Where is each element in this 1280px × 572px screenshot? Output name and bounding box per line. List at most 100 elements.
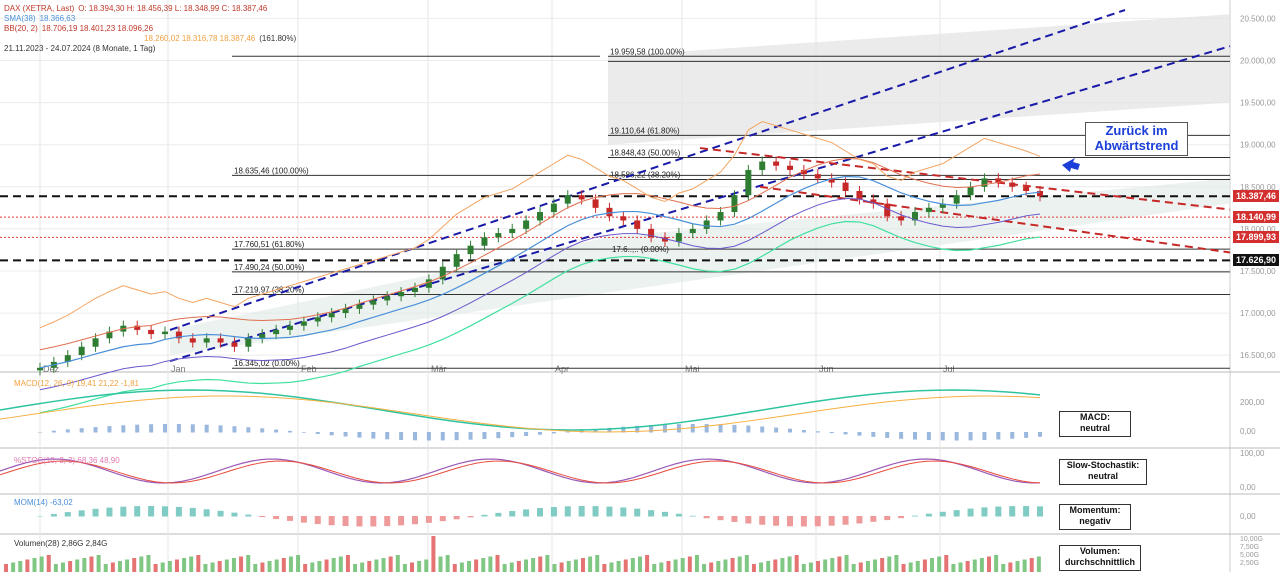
- vol-bar-78: [559, 562, 564, 572]
- candle-body-26: [398, 292, 405, 297]
- candle-body-69: [995, 178, 1002, 183]
- vol-bar-138: [987, 556, 992, 572]
- vol-bar-90: [645, 555, 650, 572]
- vol-bar-104: [744, 555, 749, 572]
- vol-bar-105: [751, 564, 756, 572]
- vol-bar-69: [495, 555, 500, 572]
- candle-body-39: [578, 195, 585, 200]
- macd-bar-26: [399, 432, 404, 440]
- mom-bar-54: [787, 516, 793, 527]
- candle-body-38: [564, 195, 571, 204]
- mom-bar-31: [467, 516, 474, 518]
- vol-bar-41: [296, 555, 301, 572]
- candle-body-13: [217, 338, 224, 343]
- vol-bar-119: [851, 564, 856, 572]
- y-tick-6: 17.500,00: [1240, 267, 1276, 276]
- candle-body-22: [342, 308, 349, 314]
- vol-bar-2: [18, 561, 23, 572]
- vol-bar-84: [602, 564, 607, 572]
- vol-bar-81: [580, 558, 585, 572]
- vol-bar-135: [965, 561, 970, 572]
- candle-body-71: [1023, 186, 1030, 191]
- macd-bar-65: [940, 432, 945, 441]
- ichimoku-values: 18.260,02 18.316,78 18.387,46: [144, 34, 256, 43]
- mom-bar-62: [898, 516, 905, 519]
- mom-bar-25: [384, 516, 391, 527]
- legend-momentum: MOM(14) -63,02: [14, 498, 73, 507]
- mom-bar-11: [189, 507, 196, 517]
- candle-body-31: [467, 245, 474, 255]
- candle-body-48: [703, 220, 710, 229]
- cloud-shade: [170, 178, 1230, 356]
- vol-bar-38: [274, 559, 279, 572]
- month-label-0: Dez: [43, 364, 60, 374]
- macd-bar-41: [607, 427, 612, 433]
- blue-trend-lower: [169, 45, 1231, 363]
- vol-bar-92: [659, 562, 664, 572]
- vol-bar-30: [217, 561, 222, 572]
- mom-bar-37: [550, 507, 557, 517]
- vol-bar-74: [531, 558, 536, 572]
- mom-bar-22: [342, 516, 349, 527]
- vol-bar-70: [502, 564, 507, 572]
- mom-bar-45: [662, 511, 668, 517]
- price-tag-0: 18.387,46: [1233, 190, 1279, 203]
- mom-bar-27: [412, 516, 418, 525]
- mom-bar-71: [1023, 506, 1030, 517]
- fib-label-0: 19.959,58 (100.00%): [610, 47, 685, 56]
- mom-bar-21: [328, 516, 335, 526]
- macd-bar-60: [871, 432, 876, 437]
- candle-body-56: [814, 174, 821, 179]
- vol-bar-127: [908, 562, 913, 572]
- month-label-7: Jul: [943, 364, 955, 374]
- vol-bar-64: [459, 562, 464, 572]
- candle-body-52: [759, 161, 766, 170]
- vol-bar-145: [1036, 556, 1041, 572]
- chikou-line: [39, 120, 1041, 329]
- mom-bar-10: [175, 506, 182, 517]
- vol-bar-108: [773, 559, 778, 572]
- macd-bar-51: [746, 425, 751, 433]
- vol-bar-22: [160, 562, 165, 572]
- macd-bar-44: [649, 425, 654, 433]
- macd-bar-66: [954, 432, 959, 441]
- vol-bar-82: [588, 556, 593, 572]
- y-tick-4: 18.500,00: [1240, 183, 1276, 192]
- candle-body-20: [314, 317, 321, 322]
- vol-bar-80: [573, 559, 578, 572]
- vol-bar-79: [566, 561, 571, 572]
- vol-bar-115: [823, 559, 828, 572]
- macd-bar-37: [551, 432, 556, 434]
- vol-bar-107: [766, 561, 771, 572]
- mom-bar-68: [981, 507, 988, 517]
- vol-bar-68: [488, 556, 493, 572]
- vol-bar-56: [402, 564, 407, 572]
- mom-bar-70: [1009, 506, 1016, 517]
- vol-bar-110: [787, 556, 792, 572]
- vol-tick-0: 10,00G: [1240, 536, 1263, 543]
- macd-bar-63: [913, 432, 917, 440]
- macd-bar-6: [121, 425, 126, 433]
- blue-trend-upper: [169, 9, 1126, 331]
- mom-bar-69: [995, 506, 1002, 517]
- candle-body-37: [550, 203, 557, 213]
- macd-bar-57: [829, 432, 834, 434]
- macd-bar-45: [663, 424, 667, 433]
- fib-label-1: 19.110,64 (61.80%): [610, 126, 680, 135]
- mom-bar-44: [648, 510, 655, 517]
- month-label-5: Mai: [685, 364, 700, 374]
- vol-bar-8: [60, 562, 65, 572]
- macd-bar-0: [38, 432, 42, 433]
- macd-bar-46: [676, 424, 681, 433]
- vol-bar-10: [75, 559, 80, 572]
- candle-body-42: [620, 216, 627, 221]
- macd-bar-11: [190, 424, 195, 433]
- mom-bar-28: [425, 516, 432, 523]
- macd-bar-30: [454, 432, 459, 441]
- vol-bar-67: [481, 558, 486, 572]
- vol-bar-124: [887, 556, 892, 572]
- vol-bar-134: [958, 562, 963, 572]
- vol-bar-57: [410, 562, 415, 572]
- vol-bar-52: [374, 559, 379, 572]
- vol-bar-87: [623, 559, 628, 572]
